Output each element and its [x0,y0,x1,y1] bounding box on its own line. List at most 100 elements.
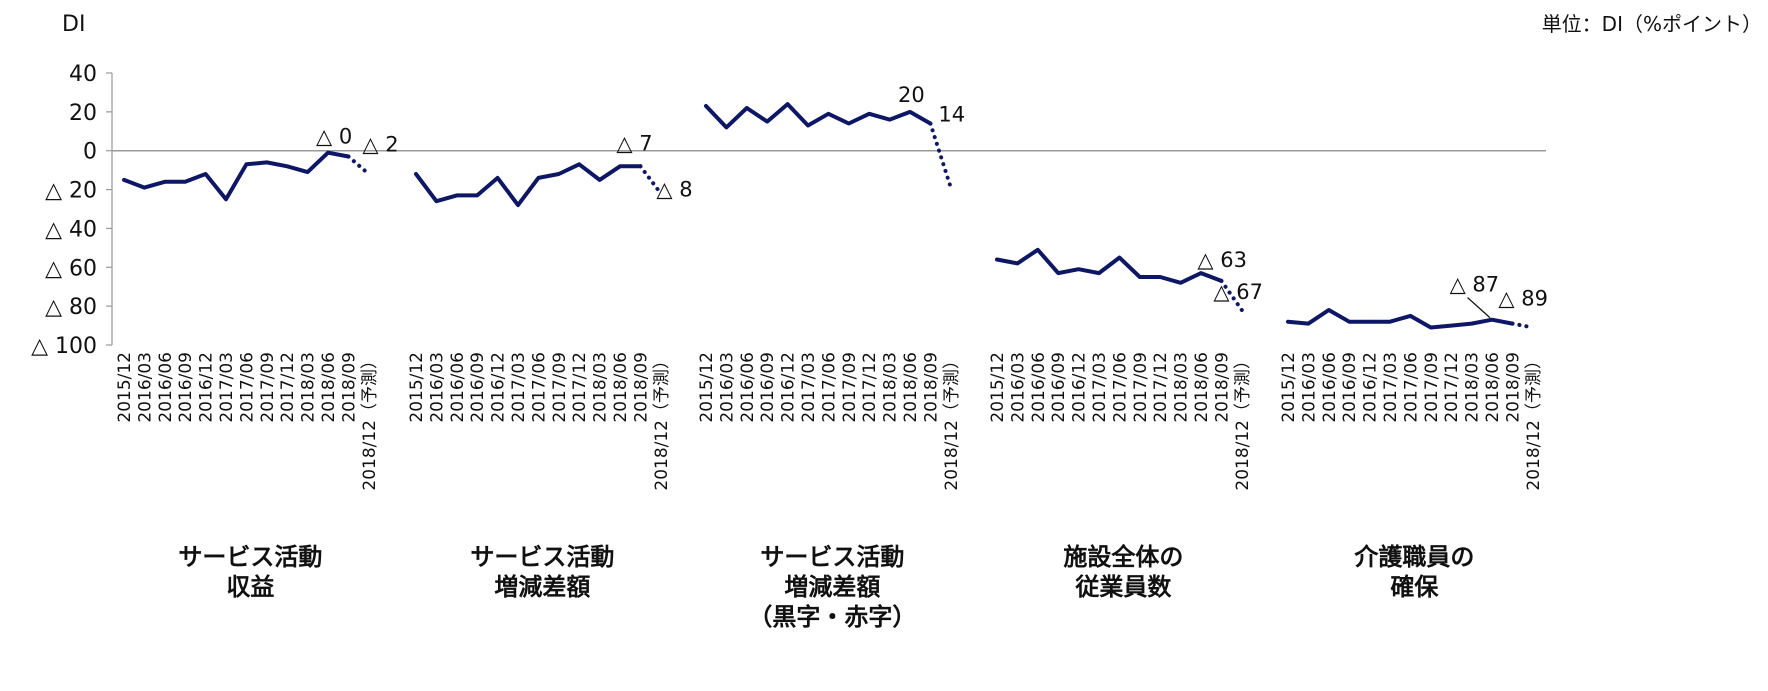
x-tick-label: 2016/06 [448,352,468,423]
x-tick-label: 2017/06 [1401,352,1421,423]
axes: 40 20 0 △ 20 △ 40 △ 60 △ 80 △ 100 [31,62,1546,359]
x-tick-label: 2018/09 [921,352,941,423]
data-point [1179,281,1183,285]
panel-5: 2015/12 2016/03 2016/06 2016/09 2016/12 2017/… [1279,273,1548,601]
series-line-forecast [346,154,371,177]
data-point [847,122,851,126]
y-tick-label: △ 80 [45,295,97,320]
data-point [122,178,126,182]
x-tick-label: 2015/12 [988,352,1008,423]
series-line-actual [122,150,351,202]
data-point [618,164,622,168]
data-point [244,162,248,166]
data-point [724,125,728,129]
data-point [1470,322,1474,326]
x-tick-label: 2015/12 [115,352,135,423]
data-point [414,172,418,176]
x-tick-label: 2018/03 [299,352,319,423]
x-tick-label: 2018/06 [1192,352,1212,423]
x-tick-label: 2017/03 [217,352,237,423]
x-tick-label: 2017/06 [529,352,549,423]
data-point [346,155,350,159]
data-point [1490,318,1494,322]
x-tick-label: 2018/03 [591,352,611,423]
data-label: 14 [938,103,965,127]
data-point [183,180,187,184]
data-point [475,193,479,197]
data-point [1117,256,1121,260]
panel-title: サービス活動 [178,543,322,571]
data-label: △ 2 [362,133,398,157]
data-point [577,162,581,166]
x-tick-label: 2018/09 [339,352,359,423]
x-tick-label: 2018/09 [631,352,651,423]
x-tick-label: 2018/12（予測） [652,352,672,491]
y-tick-label: △ 40 [45,217,97,242]
data-point [367,172,371,176]
data-point [928,122,932,126]
data-point [1429,326,1433,330]
data-point [285,164,289,168]
x-tick-label: 2017/09 [1422,352,1442,423]
x-tick-label: 2017/12 [570,352,590,423]
x-tick-label: 2016/12 [489,352,509,423]
series-line-forecast [1219,278,1244,313]
x-tick-label: 2017/03 [509,352,529,423]
data-point [516,203,520,207]
x-tick-label: 2016/09 [468,352,488,423]
x-tick-label: 2018/06 [1483,352,1503,423]
data-point [1036,248,1040,252]
data-point [142,186,146,190]
series-line-actual [414,162,643,208]
x-tick-label: 2016/09 [1340,352,1360,423]
panel-title: 従業員数 [1074,573,1172,601]
data-label: △ 63 [1197,248,1247,272]
x-tick-label: 2017/09 [840,352,860,423]
data-point [455,193,459,197]
x-tick-label: 2016/12 [779,352,799,423]
x-tick-label: 2017/03 [799,352,819,423]
data-point [163,180,167,184]
data-point [1368,320,1372,324]
data-point [908,110,912,114]
series-line-forecast [1510,321,1535,330]
data-label: △ 7 [616,131,652,155]
data-point [704,104,708,108]
data-label: △ 0 [316,125,352,149]
y-tick-label: △ 60 [45,256,97,281]
data-point [1138,275,1142,279]
x-tick-label: 2018/03 [1172,352,1192,423]
data-label: 20 [898,83,925,107]
data-point [786,102,790,106]
data-point [1286,320,1290,324]
panel-4: 2015/12 2016/03 2016/06 2016/09 2016/12 2017/… [988,247,1263,601]
y-tick-label: △ 100 [31,334,97,359]
x-tick-label: 2018/06 [319,352,339,423]
data-point [1347,320,1351,324]
x-tick-label: 2015/12 [697,352,717,423]
data-point [867,112,871,116]
x-tick-label: 2018/09 [1212,352,1232,423]
data-point [1306,322,1310,326]
panel-title: 確保 [1390,573,1439,601]
x-tick-label: 2017/12 [278,352,298,423]
data-point [765,120,769,124]
data-point [745,106,749,110]
data-label: △ 67 [1213,280,1263,304]
x-tick-label: 2017/06 [1110,352,1130,423]
x-tick-label: 2016/06 [1029,352,1049,423]
panel-2: 2015/12 2016/03 2016/06 2016/09 2016/12 2017/… [407,131,693,601]
x-tick-label: 2016/09 [176,352,196,423]
x-tick-label: 2017/09 [550,352,570,423]
series-line-actual [1286,308,1515,330]
y-tick-label: △ 20 [45,179,97,204]
x-tick-label: 2017/03 [1090,352,1110,423]
data-label: △ 8 [656,177,692,201]
data-point [995,258,999,262]
x-tick-label: 2017/12 [1151,352,1171,423]
data-point [496,176,500,180]
x-tick-label: 2017/06 [819,352,839,423]
data-point [638,164,642,168]
x-tick-label: 2016/09 [758,352,778,423]
data-point [204,172,208,176]
